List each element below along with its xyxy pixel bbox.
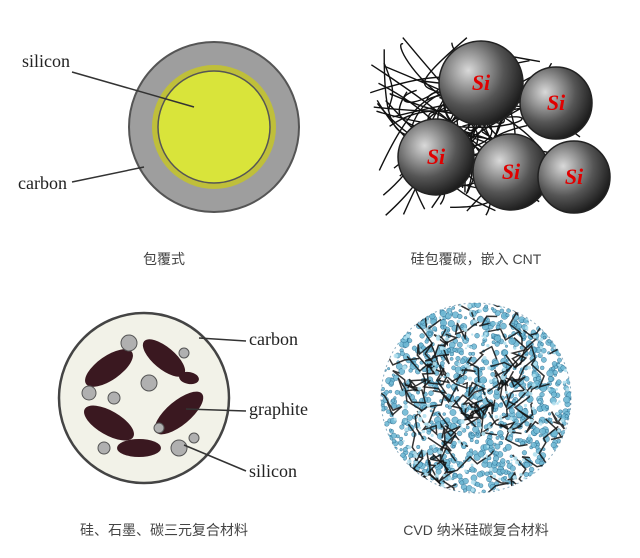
panel-coated: silicon carbon 包覆式 <box>10 10 318 277</box>
caption-cvd: CVD 纳米硅碳复合材料 <box>403 520 548 548</box>
svg-text:Si: Si <box>427 144 446 169</box>
svg-text:Si: Si <box>547 90 566 115</box>
diagram-si-cnt: Si Si Si Si Si <box>322 10 630 243</box>
svg-text:carbon: carbon <box>18 173 67 193</box>
diagram-cvd <box>322 281 630 514</box>
svg-text:silicon: silicon <box>22 51 70 71</box>
caption-ternary: 硅、石墨、碳三元复合材料 <box>80 520 248 548</box>
diagram-coated: silicon carbon <box>10 10 318 243</box>
diagram-ternary: carbon graphite silicon <box>10 281 318 514</box>
svg-text:carbon: carbon <box>249 329 298 349</box>
svg-text:graphite: graphite <box>249 399 308 419</box>
panel-si-cnt: Si Si Si Si Si 硅包覆碳，嵌入 CNT <box>322 10 630 277</box>
svg-text:Si: Si <box>502 159 521 184</box>
svg-text:Si: Si <box>565 164 584 189</box>
caption-coated: 包覆式 <box>143 249 185 277</box>
panel-cvd: CVD 纳米硅碳复合材料 <box>322 281 630 548</box>
caption-si-cnt: 硅包覆碳，嵌入 CNT <box>411 249 542 277</box>
svg-text:Si: Si <box>472 70 491 95</box>
panel-ternary: carbon graphite silicon 硅、石墨、碳三元复合材料 <box>10 281 318 548</box>
svg-text:silicon: silicon <box>249 461 297 481</box>
